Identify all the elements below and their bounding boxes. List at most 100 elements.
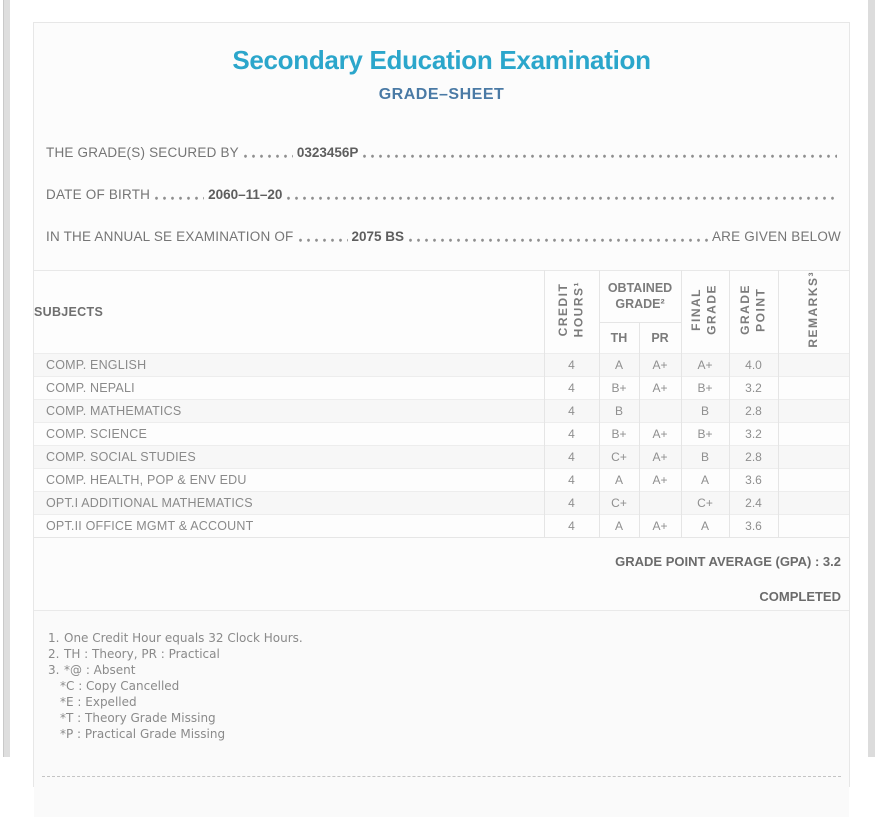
credit-cell: 4 [543,513,599,538]
table-row: COMP. SOCIAL STUDIES 4 C+ A+ B 2.8 [34,444,849,469]
table-row: OPT.I ADDITIONAL MATHEMATICS 4 C+ C+ 2.4 [34,490,849,515]
pr-grade-cell: A+ [638,513,682,538]
footnote-marker: 3. [48,662,60,677]
footnote-line: *E : Expelled [48,694,849,710]
grade-point-cell: 2.4 [728,490,779,515]
table-row: COMP. SCIENCE 4 B+ A+ B+ 3.2 [34,421,849,446]
footnote-text: *C : Copy Cancelled [60,678,180,693]
table-row: COMP. MATHEMATICS 4 B B 2.8 [34,398,849,423]
table-row: COMP. ENGLISH 4 A A+ A+ 4.0 [34,352,849,377]
credit-cell: 4 [543,421,599,446]
grade-point-cell: 3.2 [728,421,779,446]
footnote-line: *C : Copy Cancelled [48,678,849,694]
summary-section: GRADE POINT AVERAGE (GPA) : 3.2 COMPLETE… [34,538,849,611]
dashed-divider [42,775,841,777]
dot-leader [286,186,837,203]
left-scrollbar-track[interactable] [3,0,10,757]
subject-cell: COMP. ENGLISH [34,352,544,377]
footnote-text: *@ : Absent [64,662,136,677]
table-row: COMP. HEALTH, POP & ENV EDU 4 A A+ A 3.6 [34,467,849,492]
info-label: DATE OF BIRTH [46,187,151,202]
footnote-line: *T : Theory Grade Missing [48,710,849,726]
footnote-line: 3. *@ : Absent [48,662,849,678]
column-header-final-grade: FINAL GRADE [680,270,730,354]
credit-cell: 4 [543,398,599,423]
footnotes-section: 1. One Credit Hour equals 32 Clock Hours… [34,610,849,817]
grade-point-cell: 3.6 [728,513,779,538]
column-header-remarks: REMARKS³ [777,270,849,354]
th-grade-cell: A [598,467,639,492]
footnote-marker [48,678,60,694]
subject-cell: COMP. MATHEMATICS [34,398,544,423]
final-grade-cell: A [680,513,730,538]
footnote-marker: 1. [48,630,60,645]
footnote-marker: 2. [48,646,60,661]
column-header-credit-hours: CREDIT HOURS¹ [543,270,599,354]
footnote-text: *E : Expelled [60,694,137,709]
credit-cell: 4 [543,467,599,492]
footnote-line: 2. TH : Theory, PR : Practical [48,646,849,662]
pr-grade-cell [638,398,682,423]
info-line-grades-secured-by: THE GRADE(S) SECURED BY 0323456P [46,144,841,161]
th-grade-cell: C+ [598,490,639,515]
vertical-label: CREDIT HOURS¹ [555,281,586,338]
credit-cell: 4 [543,375,599,400]
credit-cell: 4 [543,490,599,515]
dot-leader [297,228,348,245]
grade-point-cell: 2.8 [728,444,779,469]
page-subtitle: GRADE–SHEET [378,86,505,103]
symbol-number-value: 0323456P [296,145,359,160]
pr-grade-cell: A+ [638,421,682,446]
gpa-line: GRADE POINT AVERAGE (GPA) : 3.2 [34,554,841,569]
remarks-cell [777,352,849,377]
birth-date-value: 2060–11–20 [208,187,283,202]
vertical-label: REMARKS³ [805,271,820,348]
remarks-cell [777,444,849,469]
dot-leader [362,144,837,161]
final-grade-cell: C+ [680,490,730,515]
status-badge: COMPLETED [759,588,841,604]
subject-cell: OPT.II OFFICE MGMT & ACCOUNT [34,513,544,538]
dot-leader [242,144,293,161]
remarks-cell [777,513,849,538]
table-row: COMP. NEPALI 4 B+ A+ B+ 3.2 [34,375,849,400]
column-header-pr: PR [638,322,682,354]
column-header-obtained-grade: OBTAINED GRADE² [598,270,682,323]
footnote-marker [48,710,60,726]
footnote-marker [48,694,60,710]
credit-cell: 4 [543,352,599,377]
pr-grade-cell: A+ [638,467,682,492]
final-grade-cell: B+ [680,375,730,400]
info-label: IN THE ANNUAL SE EXAMINATION OF [46,229,294,244]
column-header-th: TH [598,322,639,354]
footnote-line: *P : Practical Grade Missing [48,726,849,742]
pr-grade-cell: A+ [638,444,682,469]
remarks-cell [777,375,849,400]
footnote-list: 1. One Credit Hour equals 32 Clock Hours… [34,630,849,742]
vertical-label: GRADE POINT [737,283,768,335]
final-grade-cell: B+ [680,421,730,446]
subject-cell: OPT.I ADDITIONAL MATHEMATICS [34,490,544,515]
dot-leader [154,186,205,203]
footnote-marker [48,726,60,742]
grade-point-cell: 3.6 [728,467,779,492]
info-section: THE GRADE(S) SECURED BY 0323456P DATE OF… [46,144,841,245]
column-header-subjects: SUBJECTS [34,304,104,319]
info-label: THE GRADE(S) SECURED BY [46,145,239,160]
exam-year-value: 2075 BS [351,229,405,244]
subject-cell: COMP. NEPALI [34,375,544,400]
subject-cell: COMP. SCIENCE [34,421,544,446]
th-grade-cell: A [598,352,639,377]
info-suffix: ARE GIVEN BELOW [711,229,841,244]
document-header: Secondary Education Examination GRADE–SH… [34,23,849,104]
gpa-label: GRADE POINT AVERAGE (GPA) : [615,553,820,569]
table-row: OPT.II OFFICE MGMT & ACCOUNT 4 A A+ A 3.… [34,513,849,538]
gpa-value: 3.2 [822,553,841,569]
footnote-text: TH : Theory, PR : Practical [64,646,220,661]
final-grade-cell: B [680,398,730,423]
footnote-line: 1. One Credit Hour equals 32 Clock Hours… [48,630,849,646]
th-grade-cell: A [598,513,639,538]
right-scrollbar-track[interactable] [868,0,875,757]
final-grade-cell: B [680,444,730,469]
th-grade-cell: B+ [598,421,639,446]
